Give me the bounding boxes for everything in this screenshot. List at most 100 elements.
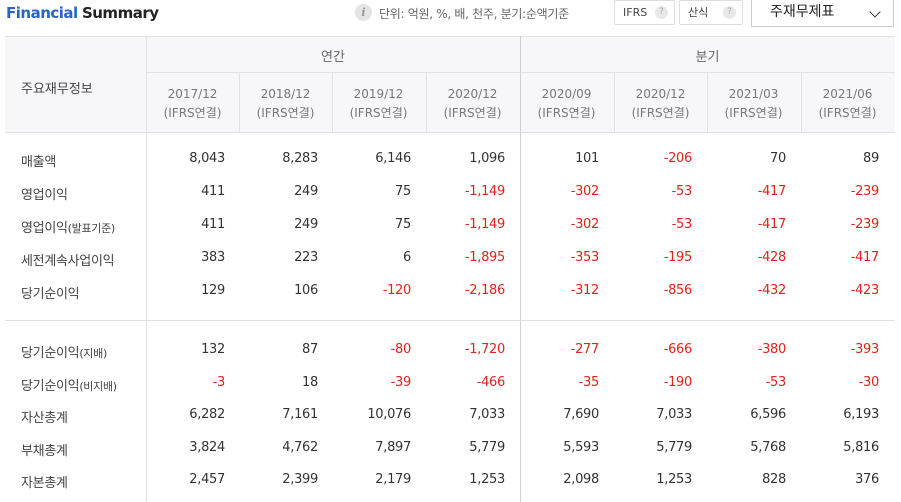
row-label: 자산총계 [21, 407, 68, 426]
table-cell: 8,043 [189, 151, 225, 166]
table-top-border [5, 36, 895, 37]
column-basis: (IFRS연결) [818, 106, 877, 120]
table-cell: -53 [671, 184, 693, 199]
table-cell: -423 [850, 283, 880, 298]
table-cell: 2,098 [563, 472, 599, 487]
table-cell: -666 [663, 342, 693, 357]
statement-select[interactable]: 주재무제표 [751, 0, 894, 27]
table-cell: 1,253 [656, 472, 692, 487]
table-cell: 828 [762, 472, 786, 487]
table-cell: -417 [757, 217, 787, 232]
table-cell: -417 [850, 250, 880, 265]
table-cell: 376 [855, 472, 879, 487]
table-cell: -190 [663, 375, 693, 390]
column-header: 2021/06 (IFRS연결) [801, 85, 894, 123]
col-divider [332, 72, 333, 132]
formula-label: 산식 [688, 6, 709, 19]
table-cell: -1,720 [464, 342, 505, 357]
chevron-down-icon [869, 6, 881, 18]
column-period: 2020/12 [447, 87, 498, 101]
row-label: 세전계속사업이익 [21, 250, 115, 269]
table-cell: 6,146 [375, 151, 411, 166]
ifrs-help-icon[interactable]: ? [655, 6, 668, 19]
row-label-main: 자본총계 [21, 476, 68, 491]
column-header: 2019/12 (IFRS연결) [332, 85, 425, 123]
table-cell: 383 [201, 250, 225, 265]
financial-summary-table: 주요재무정보 연간 분기 2017/12 (IFRS연결) 2018/12 (IFRS… [5, 36, 895, 502]
column-period: 2018/12 [260, 87, 311, 101]
table-cell: 411 [201, 217, 225, 232]
table-cell: 7,897 [375, 440, 411, 455]
table-cell: 129 [201, 283, 225, 298]
info-icon[interactable]: i [355, 4, 372, 21]
column-header: 2020/09 (IFRS연결) [520, 85, 613, 123]
row-label: 영업이익(발표기준) [21, 217, 115, 236]
column-basis: (IFRS연결) [537, 106, 596, 120]
row-label: 매출액 [21, 151, 56, 170]
table-cell: -302 [570, 184, 600, 199]
table-cell: 132 [201, 342, 225, 357]
statement-select-value: 주재무제표 [770, 4, 835, 20]
column-basis: (IFRS연결) [443, 106, 502, 120]
column-period: 2021/06 [822, 87, 873, 101]
column-period: 2021/03 [728, 87, 779, 101]
row-label: 부채총계 [21, 440, 68, 459]
column-header: 2017/12 (IFRS연결) [146, 85, 239, 123]
row-label-main: 당기순이익 [21, 346, 80, 361]
row-label: 당기순이익(비지배) [21, 375, 117, 394]
ifrs-option[interactable]: IFRS ? [614, 0, 675, 25]
row-label: 당기순이익 [21, 283, 80, 302]
column-period: 2019/12 [353, 87, 404, 101]
row-header-label: 주요재무정보 [21, 82, 93, 97]
table-cell: 6,282 [189, 407, 225, 422]
table-cell: -353 [570, 250, 600, 265]
title-part2: Summary [81, 4, 159, 22]
table-cell: -432 [757, 283, 787, 298]
column-header: 2021/03 (IFRS연결) [707, 85, 800, 123]
col-divider [801, 72, 802, 132]
row-label-sub: (지배) [79, 347, 107, 360]
table-cell: 7,161 [282, 407, 318, 422]
column-basis: (IFRS연결) [256, 106, 315, 120]
col-divider [146, 36, 147, 502]
table-cell: 2,457 [189, 472, 225, 487]
table-cell: 6 [403, 250, 411, 265]
table-cell: -35 [578, 375, 600, 390]
table-cell: -1,895 [464, 250, 505, 265]
formula-option[interactable]: 산식 ? [679, 0, 743, 25]
table-cell: 5,593 [563, 440, 599, 455]
row-label-main: 세전계속사업이익 [21, 254, 115, 269]
table-cell: -39 [390, 375, 412, 390]
table-cell: 5,779 [656, 440, 692, 455]
row-label: 자본총계 [21, 472, 68, 491]
row-label-main: 영업이익 [21, 221, 68, 236]
column-header: 2018/12 (IFRS연결) [239, 85, 332, 123]
table-cell: 6,193 [843, 407, 879, 422]
header-bottom-border [5, 132, 895, 133]
table-cell: 89 [863, 151, 879, 166]
column-basis: (IFRS연결) [349, 106, 408, 120]
row-label: 당기순이익(지배) [21, 342, 107, 361]
table-cell: 5,779 [469, 440, 505, 455]
col-divider [239, 72, 240, 132]
table-cell: -239 [850, 184, 880, 199]
table-cell: 411 [201, 184, 225, 199]
table-cell: 5,816 [843, 440, 879, 455]
table-cell: 101 [575, 151, 599, 166]
column-period: 2020/12 [635, 87, 686, 101]
formula-help-icon[interactable]: ? [723, 6, 736, 19]
table-cell: -1,149 [464, 217, 505, 232]
table-cell: -239 [850, 217, 880, 232]
table-cell: -195 [663, 250, 693, 265]
row-label-main: 부채총계 [21, 444, 68, 459]
header: Financial Summary i 단위: 억원, %, 배, 천주, 분기… [0, 0, 901, 30]
table-cell: -312 [570, 283, 600, 298]
table-cell: 8,283 [282, 151, 318, 166]
row-label-main: 영업이익 [21, 188, 68, 203]
table-cell: 75 [395, 184, 411, 199]
table-cell: -120 [382, 283, 412, 298]
column-basis: (IFRS연결) [163, 106, 222, 120]
row-label-main: 자산총계 [21, 411, 68, 426]
row-label-main: 매출액 [21, 155, 56, 170]
table-cell: -3 [212, 375, 226, 390]
